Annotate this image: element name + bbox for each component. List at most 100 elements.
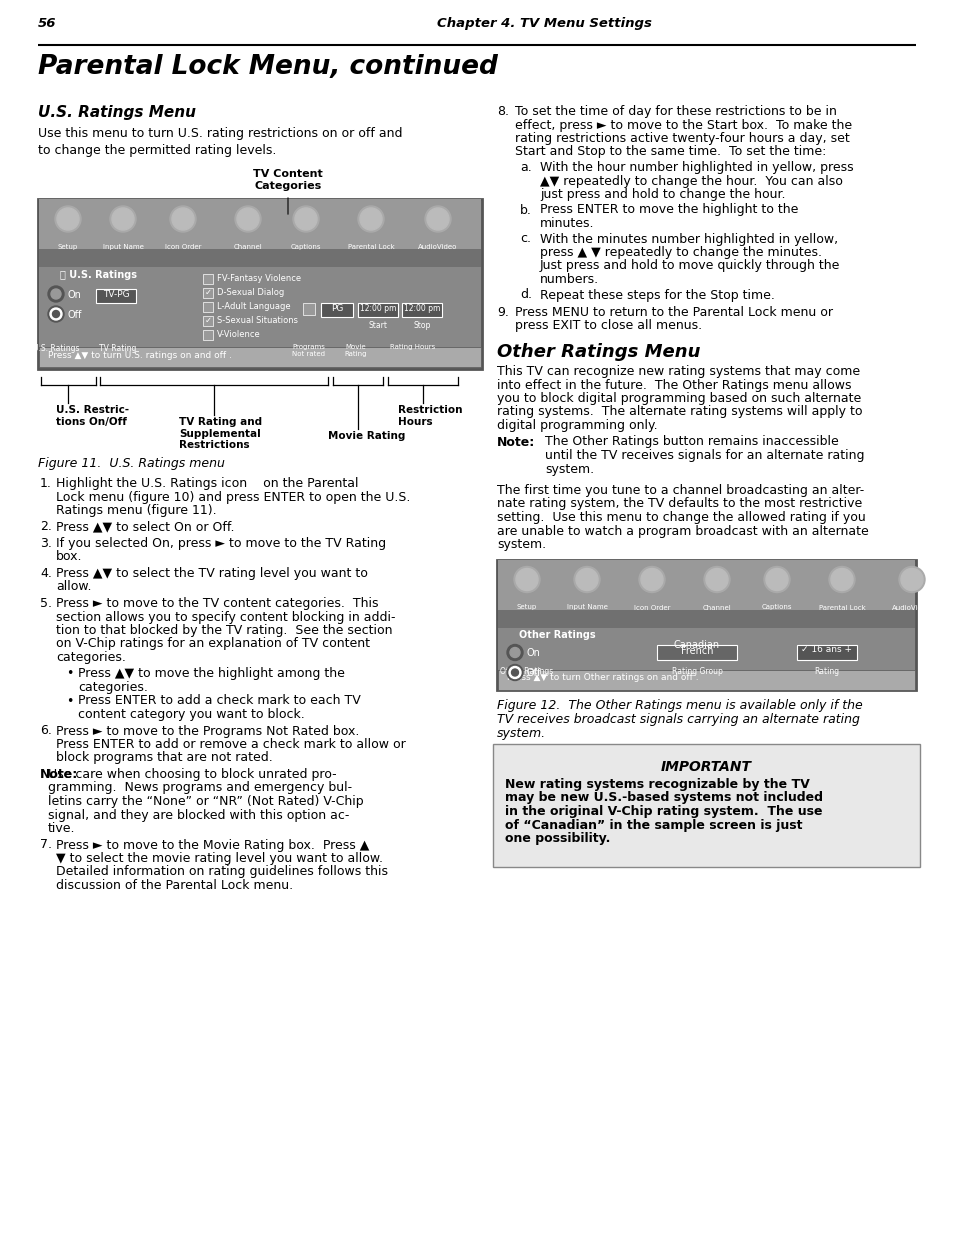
Bar [497,669,914,689]
Text: Note:: Note: [497,436,535,448]
Text: categories.: categories. [56,651,126,664]
Text: a.: a. [519,161,531,174]
Text: TV-PG: TV-PG [103,290,130,299]
Text: gramming.  News programs and emergency bul-: gramming. News programs and emergency bu… [48,782,352,794]
Text: 12:00 pm: 12:00 pm [403,304,439,312]
Text: one possibility.: one possibility. [504,832,610,845]
Circle shape [55,206,81,232]
Text: Chapter 4. TV Menu Settings: Chapter 4. TV Menu Settings [436,17,651,30]
Circle shape [514,567,539,593]
Text: 2.: 2. [40,520,51,534]
Text: L-Adult Language: L-Adult Language [216,303,291,311]
Circle shape [112,207,133,230]
Circle shape [509,667,520,678]
Text: New rating systems recognizable by the TV: New rating systems recognizable by the T… [504,778,809,790]
Text: block programs that are not rated.: block programs that are not rated. [56,752,273,764]
Circle shape [506,664,522,680]
Bar [39,199,480,249]
Text: Restriction
Hours: Restriction Hours [397,405,462,426]
Text: in the original V-Chip rating system.  The use: in the original V-Chip rating system. Th… [504,805,821,818]
Text: system.: system. [497,726,545,740]
Bar [320,303,353,317]
Text: Highlight the U.S. Ratings icon    on the Parental: Highlight the U.S. Ratings icon on the P… [56,477,358,490]
Text: discussion of the Parental Lock menu.: discussion of the Parental Lock menu. [56,879,293,892]
Circle shape [576,568,598,590]
Text: system.: system. [544,462,594,475]
Text: FV-Fantasy Violence: FV-Fantasy Violence [216,274,301,283]
Text: just press and hold to change the hour.: just press and hold to change the hour. [539,188,784,201]
Text: On: On [526,648,540,658]
Text: box.: box. [56,551,82,563]
Circle shape [48,287,64,303]
Text: Captions: Captions [291,245,321,249]
Text: Other Ratings: Other Ratings [518,631,595,641]
Bar [657,645,737,659]
Text: Note:: Note: [40,768,78,781]
Text: S-Sexual Situations: S-Sexual Situations [216,316,297,325]
Text: of “Canadian” in the sample screen is just: of “Canadian” in the sample screen is ju… [504,819,801,831]
Text: Off: Off [68,310,82,320]
Text: 🔒 U.S. Ratings: 🔒 U.S. Ratings [60,270,137,280]
Text: Icon Order: Icon Order [633,604,670,610]
Text: Movie
Rating: Movie Rating [344,345,367,357]
Text: Start: Start [368,321,387,330]
Text: effect, press ► to move to the Start box.  To make the: effect, press ► to move to the Start box… [515,119,851,131]
Bar [39,267,480,347]
Circle shape [293,206,318,232]
Circle shape [639,567,664,593]
Text: Figure 11.  U.S. Ratings menu: Figure 11. U.S. Ratings menu [38,457,225,471]
Text: Setup: Setup [58,245,78,249]
Text: •: • [66,667,73,680]
Text: allow.: allow. [56,580,91,594]
Text: Start and Stop to the same time.  To set the time:: Start and Stop to the same time. To set … [515,146,825,158]
Text: This TV can recognize new rating systems that may come: This TV can recognize new rating systems… [497,366,860,378]
Text: Rating Hours: Rating Hours [390,345,436,350]
Text: Channel: Channel [233,245,262,249]
Text: minutes.: minutes. [539,217,594,230]
Text: into effect in the future.  The Other Ratings menu allows: into effect in the future. The Other Rat… [497,378,851,391]
Text: tion to that blocked by the TV rating.  See the section: tion to that blocked by the TV rating. S… [56,624,392,637]
Text: •: • [66,694,73,708]
Text: numbers.: numbers. [539,273,598,287]
FancyBboxPatch shape [493,743,919,867]
Text: Off: Off [526,668,540,678]
Text: signal, and they are blocked with this option ac-: signal, and they are blocked with this o… [48,809,349,821]
Text: Press ► to move to the Programs Not Rated box.: Press ► to move to the Programs Not Rate… [56,725,359,737]
Bar [357,303,397,317]
Text: rating restrictions active twenty-four hours a day, set: rating restrictions active twenty-four h… [515,132,849,144]
Text: The Other Ratings button remains inaccessible: The Other Ratings button remains inacces… [544,436,838,448]
Text: on V-Chip ratings for an explanation of TV content: on V-Chip ratings for an explanation of … [56,637,370,651]
Circle shape [506,645,522,661]
Text: Captions: Captions [760,604,791,610]
Bar [39,347,480,367]
FancyBboxPatch shape [38,199,481,369]
Text: Press ▲▼ to move the highlight among the: Press ▲▼ to move the highlight among the [78,667,345,680]
Circle shape [110,206,136,232]
Circle shape [172,207,193,230]
Text: To set the time of day for these restrictions to be in: To set the time of day for these restric… [515,105,836,119]
Circle shape [234,206,261,232]
Circle shape [510,647,519,657]
Text: ✓: ✓ [204,288,212,296]
Bar [203,274,213,284]
Text: letins carry the “None” or “NR” (Not Rated) V-Chip: letins carry the “None” or “NR” (Not Rat… [48,795,363,808]
Text: system.: system. [497,538,545,551]
Text: TV Content: TV Content [253,169,322,179]
Text: content category you want to block.: content category you want to block. [78,708,304,721]
Circle shape [51,289,61,299]
Text: Channel: Channel [702,604,731,610]
Text: Figure 12.  The Other Ratings menu is available only if the: Figure 12. The Other Ratings menu is ava… [497,699,862,713]
Circle shape [765,568,787,590]
FancyBboxPatch shape [497,559,915,689]
Text: Other Ratings Menu: Other Ratings Menu [497,343,700,361]
Text: If you selected On, press ► to move to the TV Rating: If you selected On, press ► to move to t… [56,537,386,550]
Text: Lock menu (figure 10) and press ENTER to open the U.S.: Lock menu (figure 10) and press ENTER to… [56,490,410,504]
Text: b.: b. [519,204,532,216]
Text: U.S. Ratings: U.S. Ratings [32,345,79,353]
Text: On: On [68,290,82,300]
Text: AudioVideo: AudioVideo [417,245,457,249]
Text: digital programming only.: digital programming only. [497,419,657,432]
Circle shape [236,207,258,230]
Bar [401,303,441,317]
Text: Categories: Categories [254,182,321,191]
